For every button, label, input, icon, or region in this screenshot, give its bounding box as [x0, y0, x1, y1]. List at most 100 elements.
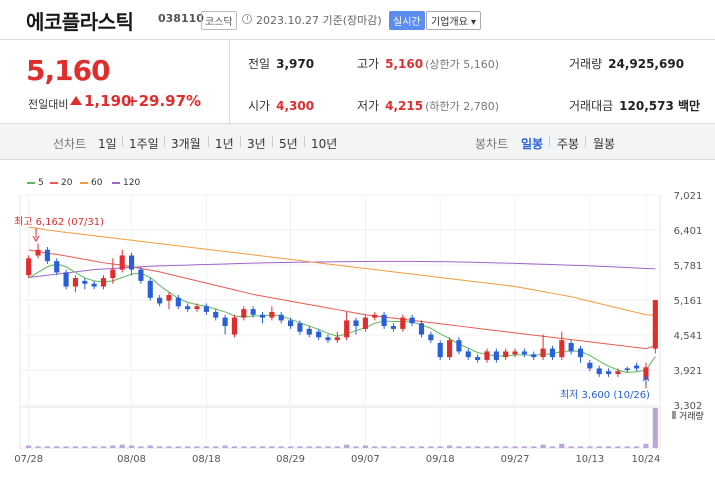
current-price: 5,160	[26, 54, 111, 87]
candle-body	[531, 354, 537, 358]
volume-bar	[82, 446, 88, 448]
volume-bar	[643, 443, 649, 448]
stat-low: 저가 4,215 (하한가 2,780)	[357, 97, 499, 114]
tab-range-1d[interactable]: 1일	[98, 137, 117, 151]
tab-range-3m[interactable]: 3개월	[171, 137, 201, 151]
volume-bar	[213, 446, 219, 448]
realtime-button[interactable]: 실시간	[389, 11, 425, 30]
high-annotation: 최고 6,162 (07/31)	[14, 216, 104, 228]
stock-header: 에코플라스틱 038110 코스닥 2023.10.27 기준(장마감) 실시간…	[0, 0, 715, 40]
volume-bar	[568, 446, 574, 448]
candle-body	[54, 261, 60, 273]
stat-value: 5,160	[385, 57, 424, 71]
legend-ma60: 60	[80, 178, 102, 188]
candle-body	[157, 297, 163, 304]
tab-range-1w[interactable]: 1주일	[129, 137, 159, 151]
x-tick-label: 09/18	[426, 454, 455, 465]
y-tick-label: 5,161	[674, 296, 703, 307]
candle-body	[119, 255, 125, 270]
diff-label: 전일대비	[28, 98, 69, 111]
volume-bar	[166, 446, 172, 448]
tab-candle-daily[interactable]: 일봉	[521, 137, 544, 151]
tab-range-3y[interactable]: 3년	[247, 137, 266, 151]
volume-bar	[44, 446, 50, 448]
legend-ma20: 20	[50, 178, 72, 188]
volume-bar	[287, 446, 294, 448]
tab-candle-chart[interactable]: 봉차트	[475, 137, 509, 151]
stat-value: 120,573 백만	[619, 99, 701, 113]
clock-icon	[242, 14, 252, 24]
candle-body	[652, 300, 658, 349]
tab-candle-monthly[interactable]: 월봉	[593, 137, 616, 151]
low-arrow-head	[642, 375, 650, 382]
candle-body	[605, 371, 612, 375]
volume-bar	[465, 446, 471, 448]
volume-bar	[128, 445, 135, 448]
tab-candle-weekly[interactable]: 주봉	[557, 137, 580, 151]
price-rate: +29.97%	[126, 92, 202, 110]
candle-body	[287, 320, 294, 327]
tab-range-1y[interactable]: 1년	[215, 137, 234, 151]
candle-body	[493, 351, 499, 360]
candle-body	[428, 334, 434, 341]
legend-swatch	[27, 181, 35, 184]
volume-bar	[418, 446, 425, 448]
candle-body	[559, 340, 565, 358]
chart-area: 5 20 60 120 7,021 6,401 5,781 5,161 4,541 3,9…	[0, 170, 715, 477]
candle-body	[409, 317, 415, 324]
stock-name: 에코플라스틱	[26, 10, 134, 34]
moving-average-ma60	[28, 226, 656, 316]
tab-divider	[208, 136, 209, 147]
candle-body	[643, 367, 649, 380]
candle-body	[634, 365, 640, 369]
price-summary: 5,160 전일대비 1,190 +29.97% 전일 3,970 고가 5,160…	[0, 40, 715, 124]
volume-bar	[91, 446, 97, 448]
volume-bar	[493, 446, 499, 448]
date-text: 2023.10.27 기준(장마감)	[256, 14, 382, 27]
volume-bar	[269, 446, 275, 448]
candle-body	[344, 320, 350, 338]
stat-value: 4,215	[385, 99, 424, 113]
candle-body	[400, 317, 406, 329]
tab-line-chart[interactable]: 선차트	[53, 137, 87, 151]
candle-body	[540, 348, 546, 358]
stat-label: 고가	[357, 57, 380, 71]
volume-bar	[549, 446, 556, 448]
volume-bar	[446, 445, 453, 448]
candle-body	[63, 272, 69, 287]
tab-range-10y[interactable]: 10년	[311, 137, 338, 151]
candle-body	[577, 348, 584, 358]
volume-plot-frame	[19, 406, 661, 449]
low-annotation: 최저 3,600 (10/26)	[560, 389, 650, 401]
stock-code: 038110	[158, 12, 204, 25]
candle-body	[465, 351, 471, 358]
stat-label: 저가	[357, 99, 380, 113]
x-tick-label: 10/24	[632, 454, 661, 465]
volume-bar	[231, 446, 238, 448]
volume-bar	[540, 444, 546, 448]
volume-bar	[456, 446, 462, 448]
tab-range-5y[interactable]: 5년	[279, 137, 298, 151]
candle-body	[147, 280, 153, 298]
stat-prev: 전일 3,970	[248, 55, 314, 72]
volume-bar	[372, 446, 378, 448]
volume-bar	[577, 446, 584, 448]
stat-value: 4,300	[276, 99, 315, 113]
stat-value: 3,970	[276, 57, 315, 71]
stat-amount: 거래대금 120,573 백만	[569, 97, 700, 114]
candle-body	[372, 314, 378, 318]
candle-body	[26, 258, 32, 276]
tab-divider	[272, 136, 273, 147]
candle-body	[596, 368, 602, 375]
tab-divider	[304, 136, 305, 147]
candle-body	[437, 342, 443, 358]
current-price-panel: 5,160 전일대비 1,190 +29.97%	[0, 40, 230, 124]
company-overview-button[interactable]: 기업개요 ▾	[426, 11, 481, 30]
candle-body	[353, 320, 359, 327]
x-tick-label: 08/08	[117, 454, 146, 465]
up-arrow-icon	[70, 96, 82, 105]
volume-bar	[390, 446, 397, 448]
volume-bar	[259, 446, 266, 448]
candle-body	[306, 328, 312, 335]
candle-body	[624, 368, 630, 371]
